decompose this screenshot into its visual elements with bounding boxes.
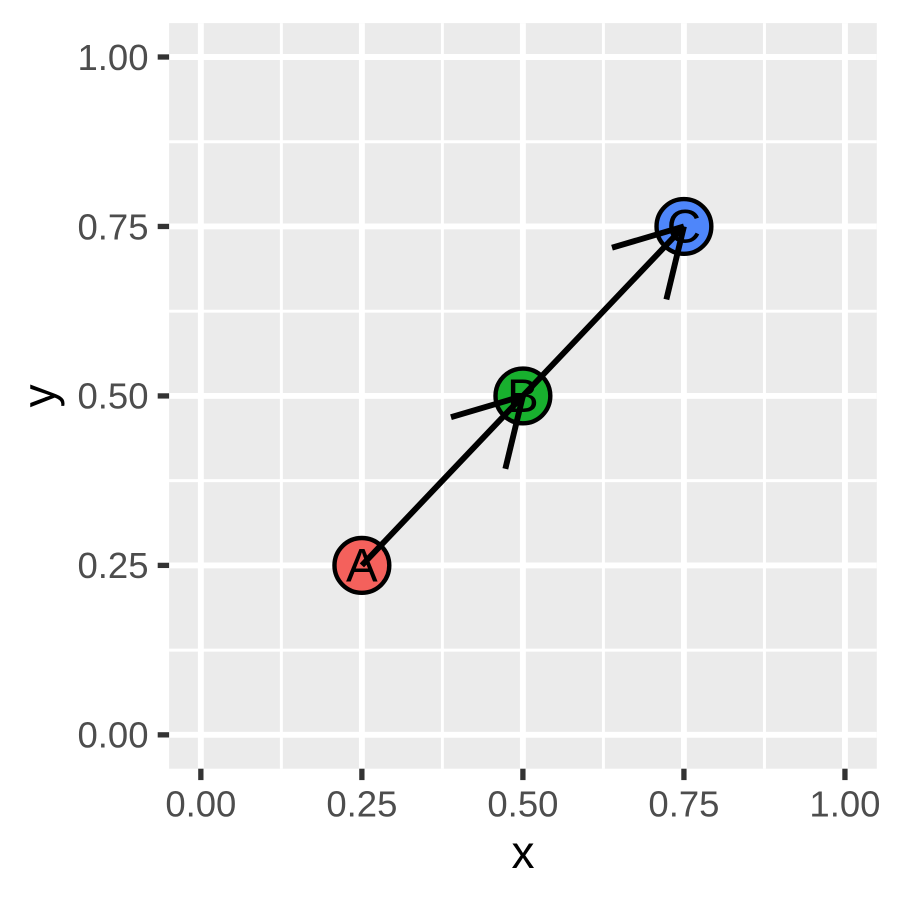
svg-text:0.50: 0.50 — [487, 784, 558, 825]
svg-text:x: x — [511, 826, 534, 878]
svg-text:1.00: 1.00 — [809, 784, 880, 825]
svg-text:1.00: 1.00 — [77, 37, 148, 78]
svg-text:0.25: 0.25 — [77, 545, 148, 586]
svg-text:0.00: 0.00 — [165, 784, 236, 825]
svg-text:0.75: 0.75 — [648, 784, 719, 825]
svg-text:0.00: 0.00 — [77, 715, 148, 756]
svg-text:A: A — [346, 540, 378, 593]
svg-text:y: y — [13, 384, 65, 407]
svg-text:0.25: 0.25 — [326, 784, 397, 825]
svg-text:0.75: 0.75 — [77, 206, 148, 247]
svg-text:0.50: 0.50 — [77, 376, 148, 417]
